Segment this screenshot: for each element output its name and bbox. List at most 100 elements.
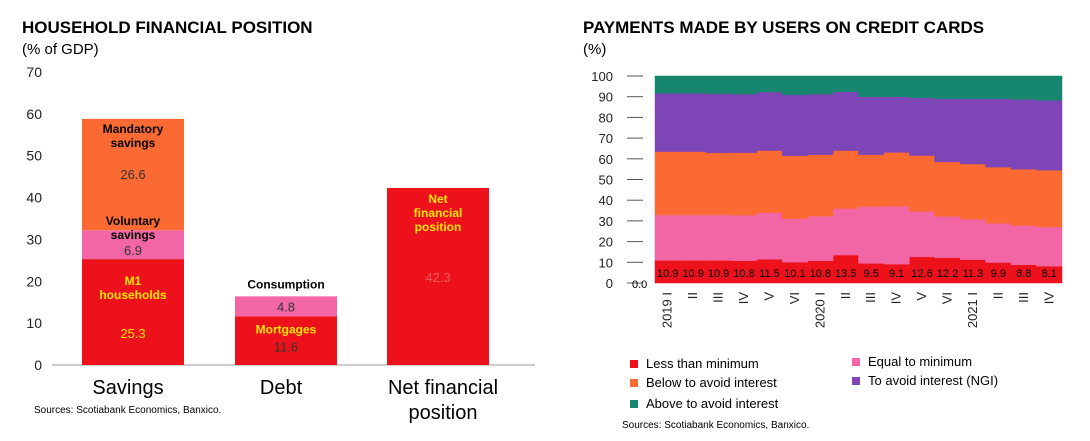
- segment-name-line: savings: [111, 228, 156, 242]
- area-series-above-to-avoid-interest: [654, 75, 1063, 101]
- data-label-less-than-minimum: 10.9: [657, 268, 678, 280]
- data-label-less-than-minimum: 9.9: [991, 268, 1006, 280]
- x-tick-label: VI: [940, 292, 955, 304]
- segment-name-line: financial: [414, 206, 463, 220]
- segment-name-line: savings: [111, 136, 156, 150]
- segment-name-voluntary-savings: Voluntary savings: [106, 214, 161, 242]
- data-label-less-than-minimum: 11.5: [759, 268, 780, 280]
- right-y-tick: 70: [599, 131, 613, 146]
- bar-segment-mortgages: [235, 316, 337, 365]
- left-y-tick: 40: [26, 190, 42, 206]
- data-label-less-than-minimum: 10.8: [733, 268, 754, 280]
- legend-swatch-equal-to-minimum: [852, 358, 860, 366]
- bar-segment-net-financial-position: [387, 187, 489, 365]
- data-label-less-than-minimum: 13.5: [835, 268, 856, 280]
- segment-name-net-financial-position: Net financial position: [414, 192, 463, 234]
- right-y-tick: 30: [599, 214, 613, 229]
- right-y-tick: 0: [606, 276, 613, 291]
- right-chart: PAYMENTS MADE BY USERS ON CREDIT CARDS (…: [583, 18, 1063, 431]
- x-tick-label: II: [990, 292, 1005, 299]
- left-source: Sources: Scotiabank Economics, Banxico.: [34, 405, 221, 416]
- segment-value-mandatory-savings: 26.6: [120, 167, 145, 182]
- segment-name-m1-households: M1 households: [99, 274, 167, 302]
- bar-segment-m1-households: [82, 259, 184, 365]
- segment-name-line: Consumption: [247, 277, 324, 291]
- category-label-savings: Savings: [92, 377, 163, 399]
- x-tick-label: V: [914, 292, 929, 301]
- data-label-less-than-minimum: 9.5: [864, 268, 879, 280]
- legend-label-equal-to-minimum: Equal to minimum: [868, 354, 972, 369]
- legend-label-below-to-avoid-interest: Below to avoid interest: [646, 375, 777, 390]
- x-tick-label: III: [1016, 292, 1031, 303]
- segment-name-consumption: Consumption: [247, 277, 324, 291]
- right-chart-title: PAYMENTS MADE BY USERS ON CREDIT CARDS: [583, 18, 984, 37]
- x-tick-label: 2021 I: [965, 292, 980, 328]
- left-y-axis: 0 10 20 30 40 50 60 70: [26, 64, 42, 373]
- category-label-line: Net financial: [388, 377, 498, 399]
- data-label-less-than-minimum: 12.6: [911, 268, 932, 280]
- right-extra-label: 0.0: [632, 279, 647, 291]
- x-tick-label: II: [685, 292, 700, 299]
- x-tick-label: IV: [736, 292, 751, 305]
- data-label-less-than-minimum: 10.9: [682, 268, 703, 280]
- right-legend: Less than minimum Equal to minimum Below t…: [630, 354, 998, 411]
- right-y-tick: 100: [591, 69, 613, 84]
- bar-segment-voluntary-savings: [82, 230, 184, 260]
- segment-value-consumption: 4.8: [277, 299, 295, 314]
- right-data-labels: 10.9 10.9 10.9 10.8 11.5 10.1 10.8 13.5 9.5 9.1 12…: [657, 268, 1057, 280]
- left-y-tick: 20: [26, 273, 42, 289]
- left-y-tick: 10: [26, 315, 42, 331]
- left-chart-subtitle: (% of GDP): [22, 41, 99, 58]
- segment-name-line: households: [99, 288, 167, 302]
- segment-value-voluntary-savings: 6.9: [124, 243, 142, 258]
- segment-value-mortgages: 11.6: [274, 339, 298, 354]
- right-y-tick: 20: [599, 235, 613, 250]
- x-tick-label: IV: [889, 292, 904, 305]
- left-y-tick: 60: [26, 106, 42, 122]
- data-label-less-than-minimum: 10.8: [810, 268, 831, 280]
- segment-name-line: Mortgages: [256, 322, 317, 336]
- right-y-tick: 60: [599, 152, 613, 167]
- left-y-tick: 30: [26, 231, 42, 247]
- segment-name-line: M1: [125, 274, 142, 288]
- right-y-tick: 90: [599, 90, 613, 105]
- segment-name-line: Mandatory: [103, 122, 164, 136]
- x-tick-label: III: [863, 292, 878, 303]
- right-y-tick: 80: [599, 110, 613, 125]
- legend-swatch-above-to-avoid-interest: [630, 400, 638, 408]
- legend-swatch-below-to-avoid-interest: [630, 379, 638, 387]
- x-tick-label: 2019 I: [660, 292, 675, 328]
- left-y-tick: 50: [26, 148, 42, 164]
- right-areas: [654, 75, 1063, 284]
- right-chart-subtitle: (%): [583, 41, 606, 58]
- x-tick-label: 2020 I: [812, 292, 827, 328]
- legend-label-less-than-minimum: Less than minimum: [646, 356, 759, 371]
- left-y-tick: 70: [26, 64, 42, 80]
- data-label-less-than-minimum: 8.1: [1042, 268, 1057, 280]
- segment-name-mortgages: Mortgages: [256, 322, 317, 336]
- bar-segment-consumption: [235, 296, 337, 317]
- legend-swatch-to-avoid-interest-ngi: [852, 377, 860, 385]
- legend-label-to-avoid-interest-ngi: To avoid interest (NGI): [868, 373, 998, 388]
- segment-name-line: position: [415, 220, 462, 234]
- x-tick-label: II: [838, 292, 853, 299]
- right-y-tick: 50: [599, 173, 613, 188]
- left-chart-title: HOUSEHOLD FINANCIAL POSITION: [22, 18, 313, 37]
- right-x-axis: 2019 I II III IV V VI 2020 I II III IV V VI 2021 I II…: [660, 292, 1057, 328]
- right-y-axis: 0 10 20 30 40 50 60 70 80 90 100: [591, 69, 643, 291]
- segment-name-mandatory-savings: Mandatory savings: [103, 122, 164, 150]
- segment-value-net-financial-position: 42.3: [425, 270, 450, 285]
- legend-label-above-to-avoid-interest: Above to avoid interest: [646, 396, 779, 411]
- segment-value-m1-households: 25.3: [120, 326, 145, 341]
- category-label-debt: Debt: [260, 377, 303, 399]
- x-tick-label: IV: [1041, 292, 1056, 305]
- data-label-less-than-minimum: 10.9: [708, 268, 729, 280]
- x-tick-label: VI: [787, 292, 802, 304]
- x-tick-label: III: [711, 292, 726, 303]
- data-label-less-than-minimum: 10.1: [784, 268, 805, 280]
- data-label-less-than-minimum: 12.2: [937, 268, 958, 280]
- data-label-less-than-minimum: 8.8: [1016, 268, 1031, 280]
- segment-name-line: Net: [428, 192, 447, 206]
